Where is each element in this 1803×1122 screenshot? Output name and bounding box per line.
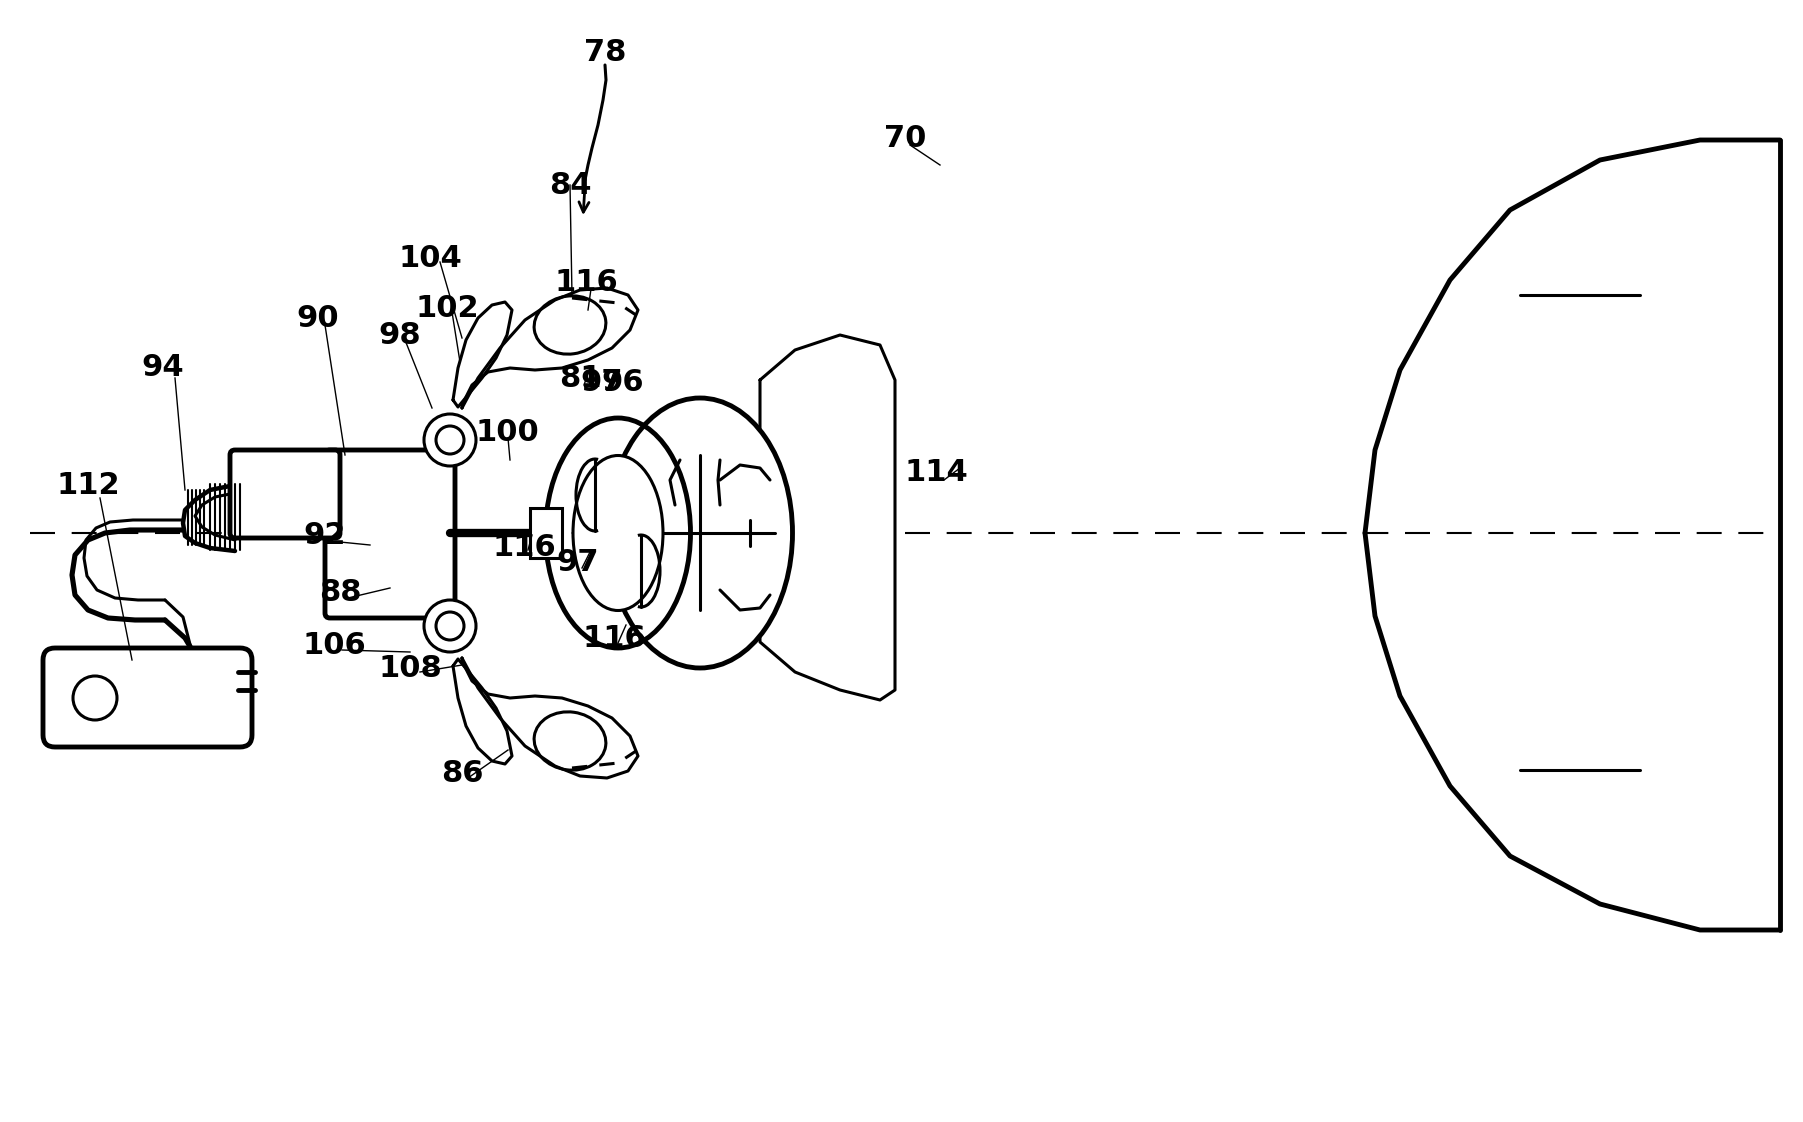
- Text: 96: 96: [602, 368, 644, 396]
- Circle shape: [72, 675, 117, 720]
- Text: 98: 98: [379, 321, 422, 349]
- Ellipse shape: [608, 398, 793, 668]
- Circle shape: [424, 414, 476, 466]
- Polygon shape: [453, 659, 512, 764]
- Text: 78: 78: [584, 37, 626, 66]
- FancyBboxPatch shape: [325, 450, 454, 618]
- Polygon shape: [462, 288, 638, 408]
- Polygon shape: [462, 657, 638, 778]
- Text: 116: 116: [492, 533, 555, 561]
- Text: 97: 97: [581, 368, 624, 396]
- Polygon shape: [761, 335, 894, 700]
- FancyBboxPatch shape: [43, 649, 252, 747]
- Text: 84: 84: [548, 171, 591, 200]
- Text: 92: 92: [303, 521, 346, 550]
- Text: 114: 114: [903, 458, 968, 487]
- Text: 108: 108: [379, 653, 442, 682]
- Text: 97: 97: [557, 548, 599, 577]
- Text: 90: 90: [297, 303, 339, 332]
- Circle shape: [436, 611, 463, 640]
- Text: 104: 104: [398, 243, 462, 273]
- Text: 100: 100: [476, 417, 539, 447]
- FancyBboxPatch shape: [231, 450, 341, 539]
- Text: 112: 112: [56, 470, 119, 499]
- Text: 106: 106: [303, 631, 366, 660]
- Ellipse shape: [573, 456, 664, 610]
- Text: 70: 70: [883, 123, 927, 153]
- Text: 81: 81: [559, 364, 600, 393]
- Text: 116: 116: [554, 267, 618, 296]
- Text: 88: 88: [319, 578, 361, 607]
- Text: 94: 94: [142, 352, 184, 381]
- Text: 116: 116: [582, 624, 645, 653]
- Text: 102: 102: [415, 294, 480, 322]
- Circle shape: [436, 426, 463, 454]
- Circle shape: [424, 600, 476, 652]
- Bar: [530, 508, 563, 558]
- Polygon shape: [453, 302, 512, 407]
- Text: 86: 86: [440, 758, 483, 788]
